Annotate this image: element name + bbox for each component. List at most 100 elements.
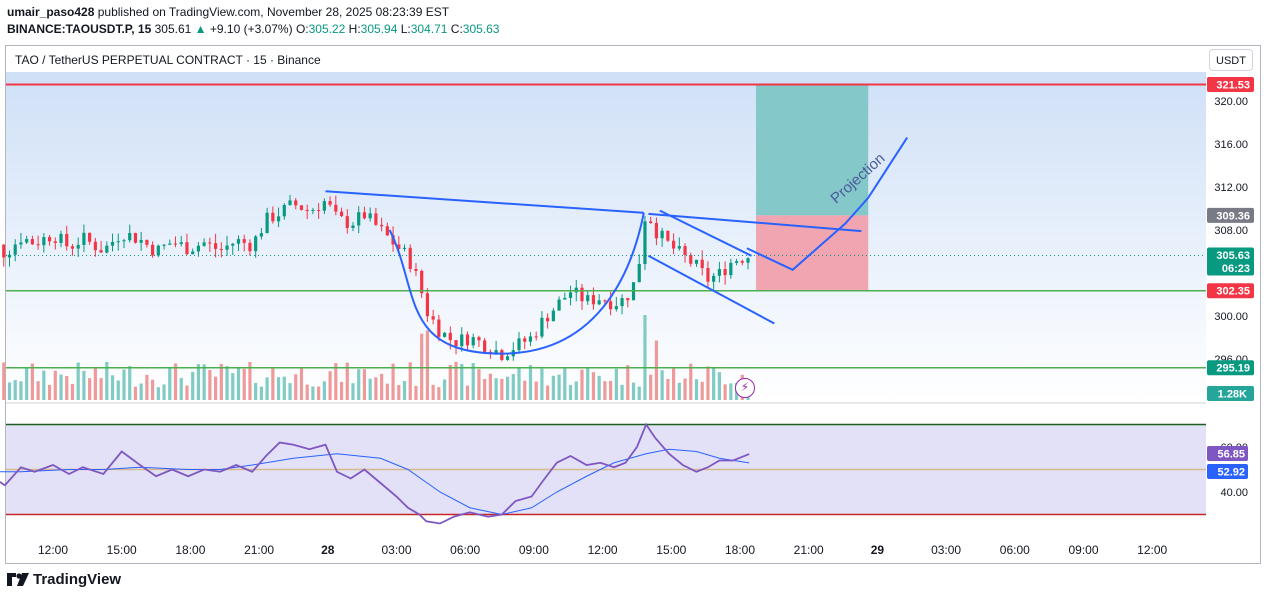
volume-bar bbox=[488, 373, 492, 400]
neckline bbox=[325, 190, 644, 214]
candle bbox=[259, 233, 263, 237]
candle bbox=[380, 224, 384, 227]
volume-bar bbox=[723, 384, 727, 400]
candle bbox=[534, 336, 538, 338]
flag-upper bbox=[659, 209, 752, 257]
candle bbox=[437, 319, 441, 337]
candle bbox=[357, 212, 361, 226]
volume-bar bbox=[649, 374, 653, 400]
volume-bar bbox=[116, 380, 120, 400]
volume-bar bbox=[586, 367, 590, 400]
volume-bar bbox=[110, 375, 115, 400]
candle bbox=[265, 212, 269, 234]
last-price-price-badge bbox=[1207, 247, 1254, 276]
candle bbox=[568, 292, 573, 298]
candle bbox=[322, 201, 326, 211]
candle bbox=[30, 239, 34, 245]
volume-bar bbox=[528, 365, 533, 400]
candle bbox=[105, 245, 109, 253]
tradingview-logo[interactable]: TradingView bbox=[7, 571, 121, 588]
symbol-info: BINANCE:TAOUSDT.P, 15 305.61 ▲ +9.10 (+3… bbox=[7, 22, 499, 36]
volume-bar bbox=[265, 377, 269, 400]
price-tick-label: 308.00 bbox=[1214, 225, 1248, 237]
volume-bar bbox=[236, 367, 241, 400]
volume-bar bbox=[339, 381, 344, 400]
candle bbox=[151, 244, 155, 256]
volume-bar bbox=[93, 368, 97, 400]
candle bbox=[746, 258, 750, 263]
candle bbox=[626, 298, 630, 301]
high-value: 305.94 bbox=[360, 22, 398, 36]
candle bbox=[351, 225, 355, 228]
candle bbox=[431, 316, 435, 320]
candle bbox=[328, 201, 332, 205]
volume-bar bbox=[368, 378, 372, 400]
time-tick-label: 06:00 bbox=[1000, 543, 1030, 557]
candle bbox=[654, 222, 659, 239]
volume-bar bbox=[99, 378, 103, 400]
volume-bar bbox=[591, 372, 596, 400]
author-name[interactable]: umair_paso428 bbox=[7, 5, 95, 19]
candle bbox=[242, 239, 246, 243]
volume-bar bbox=[299, 368, 304, 400]
volume-bar bbox=[414, 385, 418, 400]
candle bbox=[122, 240, 126, 242]
volume-bar bbox=[637, 386, 641, 400]
candle bbox=[465, 334, 470, 346]
candle bbox=[282, 204, 286, 217]
volume-bar bbox=[231, 373, 235, 400]
candle bbox=[712, 275, 716, 282]
volume-bar bbox=[483, 378, 487, 400]
volume-bar bbox=[202, 364, 206, 400]
stop-price-badge bbox=[1207, 283, 1254, 299]
volume-bar bbox=[471, 363, 475, 400]
volume-bar bbox=[511, 374, 515, 400]
volume-bar bbox=[133, 386, 138, 400]
support-price-text: 295.19 bbox=[1216, 363, 1250, 375]
candle bbox=[276, 216, 281, 222]
volume-bar bbox=[546, 385, 550, 400]
candle bbox=[546, 317, 550, 322]
candle bbox=[494, 350, 498, 355]
candle bbox=[139, 239, 143, 243]
lightning-icon[interactable]: ⚡ bbox=[735, 378, 755, 398]
currency-unit-button[interactable]: USDT bbox=[1209, 49, 1253, 71]
candle bbox=[523, 338, 527, 342]
candle bbox=[25, 239, 29, 243]
volume-bars bbox=[2, 315, 750, 400]
time-tick-label: 03:00 bbox=[381, 543, 411, 557]
volume-bar bbox=[534, 381, 538, 400]
volume-bar bbox=[603, 381, 607, 400]
candle bbox=[425, 293, 430, 317]
price-tick-label: 316.00 bbox=[1214, 139, 1248, 151]
volume-bar bbox=[282, 376, 286, 400]
candle bbox=[339, 211, 344, 217]
volume-bar bbox=[162, 384, 166, 400]
candle bbox=[500, 350, 504, 360]
candle bbox=[528, 336, 533, 342]
candle bbox=[620, 298, 624, 307]
volume-bar bbox=[191, 371, 195, 400]
volume-badge bbox=[1207, 386, 1254, 401]
volume-bar bbox=[105, 361, 109, 400]
price-tick-label: 312.00 bbox=[1214, 182, 1248, 194]
time-tick-label: 18:00 bbox=[725, 543, 755, 557]
volume-bar bbox=[626, 365, 630, 400]
volume-bar bbox=[712, 368, 716, 400]
candle bbox=[706, 268, 710, 282]
volume-bar bbox=[242, 368, 246, 400]
candle bbox=[586, 295, 590, 302]
volume-bar bbox=[208, 369, 212, 400]
time-tick-label: 29 bbox=[871, 543, 885, 557]
rsi-tick-label: 40.00 bbox=[1220, 487, 1248, 499]
volume-bar bbox=[563, 367, 567, 400]
candle bbox=[225, 245, 229, 250]
volume-bar bbox=[122, 369, 126, 400]
volume-bar bbox=[173, 363, 178, 400]
candle bbox=[13, 244, 17, 255]
volume-bar bbox=[36, 381, 40, 400]
volume-bar bbox=[706, 366, 710, 400]
candle bbox=[397, 244, 401, 250]
volume-bar bbox=[408, 362, 412, 400]
